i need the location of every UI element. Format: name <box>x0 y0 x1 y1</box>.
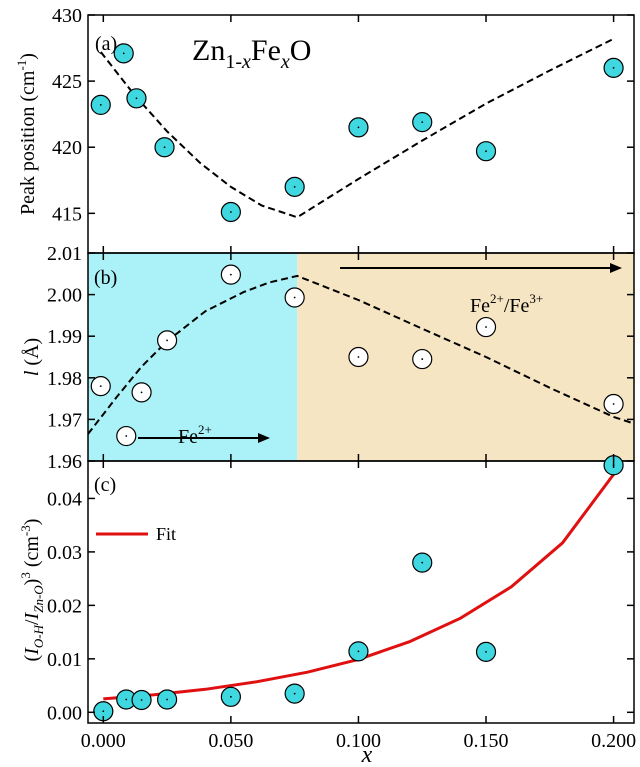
panel-c-y-tick-label: 0.02 <box>47 595 82 617</box>
panel-b-data-point-center <box>485 326 487 328</box>
panel-c-frame <box>87 460 635 724</box>
x-tick-label: 0.150 <box>464 730 509 752</box>
points-layer <box>90 43 624 722</box>
panel-c-data-point-center <box>421 561 424 564</box>
panel-c-data-point-center <box>293 692 296 695</box>
panel-a-data-point-center <box>122 52 125 55</box>
x-axis-label: x <box>361 742 373 767</box>
panel-c-y-tick-label: 0.01 <box>47 649 82 671</box>
panel-a-data-point-center <box>485 150 487 153</box>
panel-b-y-tick-label: 1.98 <box>47 368 82 390</box>
panel-b-data-point-center <box>140 391 143 394</box>
panel-c-label: (c) <box>94 474 116 496</box>
panel-c-fit-line-line <box>103 473 615 701</box>
panel-b-y-tick-label: 1.99 <box>47 326 82 348</box>
panel-a-data-point-center <box>229 211 232 213</box>
x-tick-label: 0.100 <box>336 730 381 752</box>
title-zn: Zn <box>192 34 225 67</box>
panel-c-data-point-center <box>229 695 232 698</box>
panel-c-data-point-center <box>166 698 168 701</box>
region-right-label: Fe2+/Fe3+ <box>470 291 543 317</box>
panel-b-data-point-center <box>99 385 102 388</box>
panel-b-data-point-center <box>293 296 296 299</box>
panel-b-y-tick-label: 1.97 <box>47 409 82 431</box>
panel-b-data-point-center <box>357 356 360 358</box>
panel-c-y-tick-label: 0.04 <box>47 488 82 510</box>
ticks-layer: 415 420 425 430 1.96 1.97 1.98 1.99 2.00 2.01 0.00… <box>47 5 636 752</box>
panel-a-ylabel: Peak position (cm-1) <box>14 53 39 215</box>
arrow-fe2-head <box>258 433 270 443</box>
panel-c-ylabel: (IO-H/IZn-O)3 (cm-3) <box>18 519 46 662</box>
x-tick-label: 0.200 <box>591 730 636 752</box>
title-o: O <box>290 34 312 67</box>
panel-b-y-tick-label: 1.96 <box>47 451 82 473</box>
panel-a-label: (a) <box>95 33 117 55</box>
x-tick-label: 0.000 <box>81 730 126 752</box>
panel-a-title: Zn1-xFexO <box>192 34 311 73</box>
legend-fit-label: Fit <box>156 524 176 544</box>
panel-b-dashed-fit-line <box>87 274 635 435</box>
panel-a-data-point-center <box>163 146 166 149</box>
panel-b-label: (b) <box>94 267 117 289</box>
panel-a-data-point-center <box>293 185 296 188</box>
panel-a-y-tick-label: 415 <box>52 203 82 225</box>
panel-a-y-tick-label: 425 <box>52 71 82 93</box>
panel-c-y-tick-label: 0.00 <box>47 702 82 724</box>
panel-c-y-tick-label: 0.03 <box>47 542 82 564</box>
title-fe: Fe <box>251 34 281 67</box>
panel-c-data-point-center <box>125 698 128 701</box>
panel-a-data-point-center <box>99 104 102 106</box>
panel-b-ylabel: l (Å) <box>21 338 43 376</box>
panel-a-data-point-center <box>135 97 138 100</box>
panel-b-y-tick-label: 2.01 <box>47 243 82 265</box>
panel-a-y-tick-label: 430 <box>52 5 82 27</box>
panel-b-data-point-center <box>612 403 615 405</box>
x-tick-label: 0.050 <box>208 730 253 752</box>
panel-c-data-point-center <box>140 699 143 701</box>
panel-b-data-point-center <box>421 358 424 360</box>
panel-a-data-point-center <box>357 126 360 129</box>
panel-a-data-point-center <box>421 121 424 123</box>
panel-c-data-point-center <box>357 650 360 653</box>
panel-a-dashed-fit-line <box>100 37 615 219</box>
panel-a-y-tick-label: 420 <box>52 137 82 159</box>
title-sub-x: x <box>280 51 290 73</box>
panel-b-y-tick-label: 2.00 <box>47 285 82 307</box>
panel-b-data-point-center <box>125 435 128 437</box>
arrow-fe23-head <box>610 263 622 273</box>
panel-a-data-point-center <box>612 66 615 69</box>
panel-b-region-0 <box>88 253 298 461</box>
panel-b-data-point-center <box>229 273 232 276</box>
title-sub-1-x: 1-x <box>225 51 251 73</box>
panel-c-data-point-center <box>102 710 105 713</box>
background-layer <box>88 253 634 461</box>
panel-b-data-point-center <box>166 339 168 342</box>
panel-b-region-1 <box>297 253 634 461</box>
panel-c-data-point-center <box>485 650 487 653</box>
